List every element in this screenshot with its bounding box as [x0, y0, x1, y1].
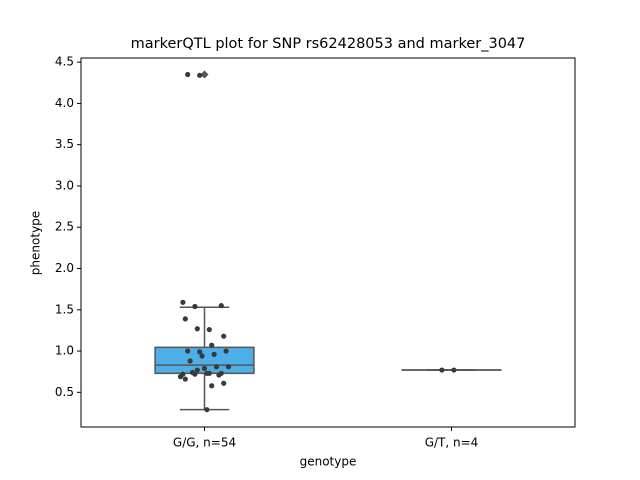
point [197, 72, 203, 78]
y-tick-label: 3.5 [55, 137, 74, 151]
point [206, 370, 212, 376]
point [197, 349, 203, 355]
point [182, 376, 188, 382]
y-tick-label: 2.0 [55, 261, 74, 275]
point [223, 348, 229, 354]
point [439, 367, 445, 373]
y-tick-label: 0.5 [55, 385, 74, 399]
x-tick-label: G/T, n=4 [425, 436, 479, 450]
point [180, 371, 186, 377]
x-tick-label: G/G, n=54 [173, 436, 236, 450]
plot-frame [80, 57, 576, 428]
point [192, 371, 198, 377]
point [194, 367, 200, 373]
point [218, 303, 224, 309]
point [209, 383, 215, 389]
y-tick-label: 4.5 [55, 55, 74, 69]
point [185, 71, 191, 78]
x-axis-label: genotype [300, 455, 357, 469]
y-tick-label: 1.0 [55, 344, 74, 358]
point [199, 353, 205, 359]
y-tick-label: 1.5 [55, 302, 74, 316]
point [451, 367, 457, 373]
point [221, 333, 227, 339]
flier [200, 70, 209, 79]
point [187, 358, 193, 364]
point [194, 326, 200, 332]
chart-title: markerQTL plot for SNP rs62428053 and ma… [131, 36, 526, 52]
point [180, 299, 186, 305]
y-tick-label: 3.0 [55, 178, 74, 192]
y-tick-label: 4.0 [55, 96, 74, 110]
point [201, 365, 208, 371]
point [192, 303, 198, 310]
y-tick-label: 2.5 [55, 220, 74, 234]
point [211, 351, 217, 357]
point [218, 370, 224, 376]
point [221, 380, 227, 386]
point [209, 342, 215, 348]
point [206, 326, 212, 333]
point [185, 348, 191, 354]
y-axis-label: phenotype [29, 211, 43, 275]
point [213, 364, 220, 370]
point [204, 407, 210, 413]
point [225, 364, 232, 370]
point [182, 316, 188, 322]
